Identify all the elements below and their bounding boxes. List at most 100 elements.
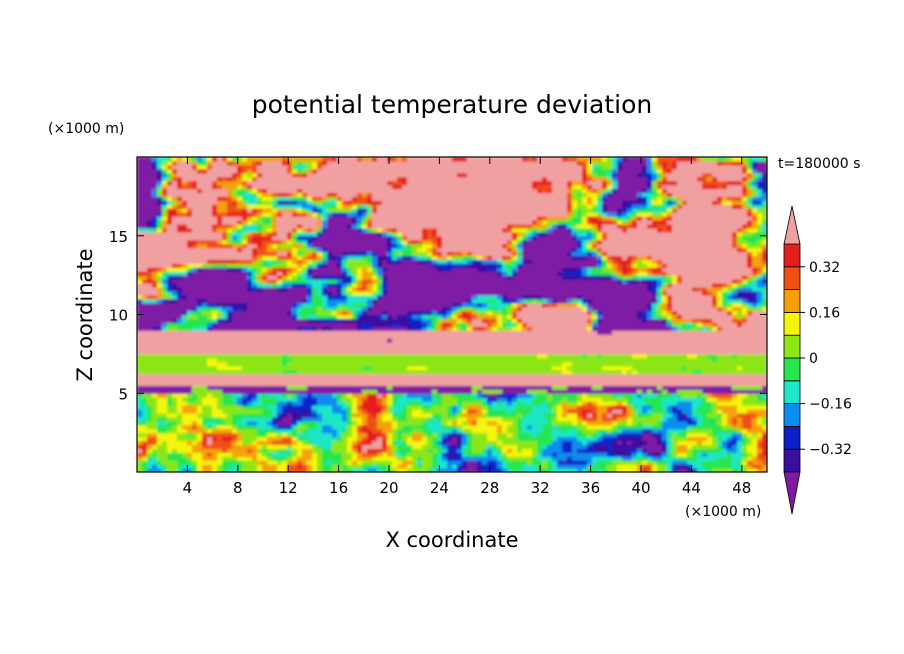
field-cell xyxy=(172,369,178,375)
field-cell xyxy=(237,456,243,461)
field-cell xyxy=(267,322,273,327)
field-cell xyxy=(467,448,473,453)
field-cell xyxy=(577,464,583,469)
field-cell xyxy=(552,397,558,402)
field-cell xyxy=(172,330,178,335)
field-cell xyxy=(457,318,463,323)
field-cell xyxy=(712,330,718,335)
field-cell xyxy=(592,365,598,371)
field-cell xyxy=(187,412,193,418)
field-cell xyxy=(632,389,638,394)
field-cell xyxy=(752,361,758,367)
field-cell xyxy=(607,369,613,375)
field-cell xyxy=(517,361,523,367)
field-cell xyxy=(682,322,688,327)
field-cell xyxy=(732,349,738,355)
field-cell xyxy=(312,452,318,457)
field-cell xyxy=(247,428,253,434)
field-cell xyxy=(352,314,358,320)
field-cell xyxy=(692,318,698,323)
field-cell xyxy=(752,401,758,406)
field-cell xyxy=(142,401,148,406)
field-cell xyxy=(427,385,433,390)
field-cell xyxy=(142,353,148,359)
field-cell xyxy=(147,436,153,442)
field-cell xyxy=(337,326,343,331)
field-cell xyxy=(502,464,508,469)
field-cell xyxy=(322,464,328,469)
field-cell xyxy=(462,412,468,418)
field-cell xyxy=(452,373,458,379)
field-cell xyxy=(717,385,723,390)
field-cell xyxy=(757,428,763,434)
field-cell xyxy=(317,401,323,406)
field-cell xyxy=(212,464,218,469)
field-cell xyxy=(652,412,658,418)
field-cell xyxy=(422,440,428,446)
field-cell xyxy=(222,365,228,371)
field-cell xyxy=(532,405,538,410)
field-cell xyxy=(177,432,183,438)
field-cell xyxy=(197,361,203,367)
field-cell xyxy=(172,432,178,438)
field-cell xyxy=(742,357,748,363)
field-cell xyxy=(442,432,448,438)
field-cell xyxy=(252,381,258,386)
field-cell xyxy=(137,448,143,453)
field-cell xyxy=(732,456,738,461)
field-cell xyxy=(417,373,423,379)
field-cell xyxy=(317,436,323,442)
field-cell xyxy=(357,342,363,347)
field-cell xyxy=(157,381,163,386)
field-cell xyxy=(752,346,758,351)
field-cell xyxy=(402,314,408,320)
field-cell xyxy=(342,346,348,351)
field-cell xyxy=(532,460,538,465)
field-cell xyxy=(747,346,753,351)
field-cell xyxy=(557,468,563,472)
field-cell xyxy=(272,464,278,469)
field-cell xyxy=(557,432,563,438)
field-cell xyxy=(167,365,173,371)
field-cell xyxy=(377,409,383,414)
field-cell xyxy=(267,385,273,390)
field-cell xyxy=(572,365,578,371)
field-cell xyxy=(467,460,473,465)
field-cell xyxy=(142,444,148,449)
field-cell xyxy=(192,401,198,406)
field-cell xyxy=(747,456,753,461)
field-cell xyxy=(417,401,423,406)
field-cell xyxy=(657,326,663,331)
field-cell xyxy=(472,393,478,398)
field-cell xyxy=(452,409,458,414)
field-cell xyxy=(627,416,633,422)
field-cell xyxy=(582,468,588,472)
field-cell xyxy=(307,440,313,446)
field-cell xyxy=(502,468,508,472)
field-cell xyxy=(452,326,458,331)
field-cell xyxy=(647,397,653,402)
field-cell xyxy=(482,464,488,469)
field-cell xyxy=(302,393,308,398)
field-cell xyxy=(682,369,688,375)
field-cell xyxy=(222,460,228,465)
field-cell xyxy=(442,444,448,449)
field-cell xyxy=(667,432,673,438)
field-cell xyxy=(172,464,178,469)
field-cell xyxy=(337,405,343,410)
field-cell xyxy=(337,381,343,386)
field-cell xyxy=(222,401,228,406)
field-cell xyxy=(217,456,223,461)
field-cell xyxy=(467,369,473,375)
field-cell xyxy=(667,338,673,343)
field-cell xyxy=(352,342,358,347)
field-cell xyxy=(477,318,483,323)
field-cell xyxy=(647,468,653,472)
field-cell xyxy=(222,322,228,327)
field-cell xyxy=(537,361,543,367)
field-cell xyxy=(152,330,158,335)
field-cell xyxy=(232,314,238,320)
field-cell xyxy=(377,342,383,347)
field-cell xyxy=(377,405,383,410)
field-cell xyxy=(637,468,643,472)
